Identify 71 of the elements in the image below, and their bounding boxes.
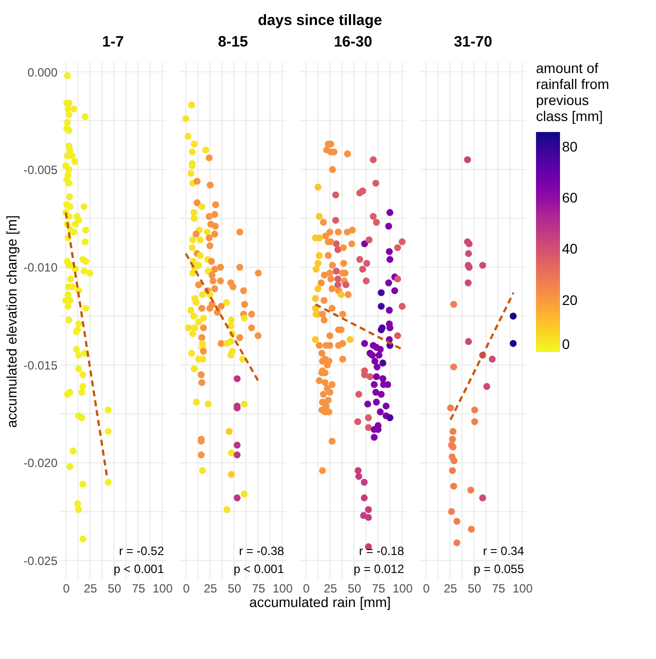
x-tick-label: 25 xyxy=(204,582,218,596)
y-tick-label: -0.025 xyxy=(23,554,58,568)
x-tick-label: 75 xyxy=(252,582,266,596)
chart-title: 8-15 xyxy=(218,34,248,50)
chart-title: 1-7 xyxy=(102,34,124,50)
point xyxy=(453,518,460,525)
x-tick-label: 0 xyxy=(62,582,70,596)
point xyxy=(465,338,472,345)
point xyxy=(450,363,458,370)
x-tick-label: 100 xyxy=(392,582,413,596)
x-tick-label: 75 xyxy=(372,582,386,596)
text: days since tillage xyxy=(256,11,384,31)
color-bar-label: 60 xyxy=(562,190,578,206)
point xyxy=(447,404,454,412)
x-tick-label: 75 xyxy=(132,582,146,596)
annotation: p = 0.012 xyxy=(354,562,404,576)
point xyxy=(471,406,478,414)
point xyxy=(510,312,517,320)
x-tick-label: 25 xyxy=(324,582,338,596)
annotation: r = -0.38 xyxy=(238,544,284,558)
color-bar-label: 40 xyxy=(562,240,578,257)
point xyxy=(510,340,517,347)
point xyxy=(448,508,455,516)
x-tick-label: 50 xyxy=(228,582,242,596)
point xyxy=(468,526,475,533)
point xyxy=(464,156,471,164)
x-tick-label: 50 xyxy=(468,582,482,596)
annotation: p < 0.001 xyxy=(234,562,284,576)
x-tick-label: 50 xyxy=(108,582,122,596)
x-tick-label: 100 xyxy=(272,582,293,596)
y-tick-label: -0.005 xyxy=(23,163,58,178)
y-tick-label: -0.015 xyxy=(23,358,58,372)
x-tick-label: 0 xyxy=(302,582,310,596)
x-tick-label: 75 xyxy=(492,582,506,596)
y-tick-label: -0.020 xyxy=(23,456,58,470)
point xyxy=(488,356,496,363)
x-axis-title: accumulated rain [mm] xyxy=(248,594,392,610)
color-bar-label: 0 xyxy=(562,336,570,352)
x-tick-label: 100 xyxy=(512,582,533,596)
color-bar-title: amount of rainfall from previous class [mm] xyxy=(536,60,610,124)
point xyxy=(450,482,458,490)
point xyxy=(450,457,458,464)
point xyxy=(483,383,490,390)
point xyxy=(453,539,460,546)
point xyxy=(450,300,458,308)
point xyxy=(450,428,457,435)
point xyxy=(479,494,486,502)
x-tick-label: 0 xyxy=(422,582,430,596)
color-bar-label: 80 xyxy=(562,138,578,154)
point xyxy=(471,418,478,426)
x-tick-label: 0 xyxy=(182,582,190,596)
point xyxy=(465,250,472,258)
color-bar-label: 20 xyxy=(562,292,578,308)
point xyxy=(467,486,474,494)
y-tick-label: 0.000 xyxy=(27,65,58,80)
point xyxy=(449,467,456,474)
x-tick-label: 25 xyxy=(84,582,98,596)
point xyxy=(464,279,472,286)
annotation: p < 0.001 xyxy=(114,562,164,576)
x-tick-label: 25 xyxy=(444,582,458,596)
y-tick-label: -0.010 xyxy=(23,260,58,275)
annotation: r = 0.34 xyxy=(482,544,524,558)
chart-title: 31-70 xyxy=(454,34,492,50)
x-tick-label: 50 xyxy=(348,582,362,596)
point xyxy=(449,436,456,443)
point xyxy=(479,262,486,269)
annotation: p = 0.055 xyxy=(474,562,524,576)
x-tick-label: 100 xyxy=(152,582,173,596)
y-axis-title: accumulated elevation change [m] xyxy=(3,215,20,428)
annotation: r = -0.52 xyxy=(118,544,164,558)
chart-title: 16-30 xyxy=(334,34,372,50)
